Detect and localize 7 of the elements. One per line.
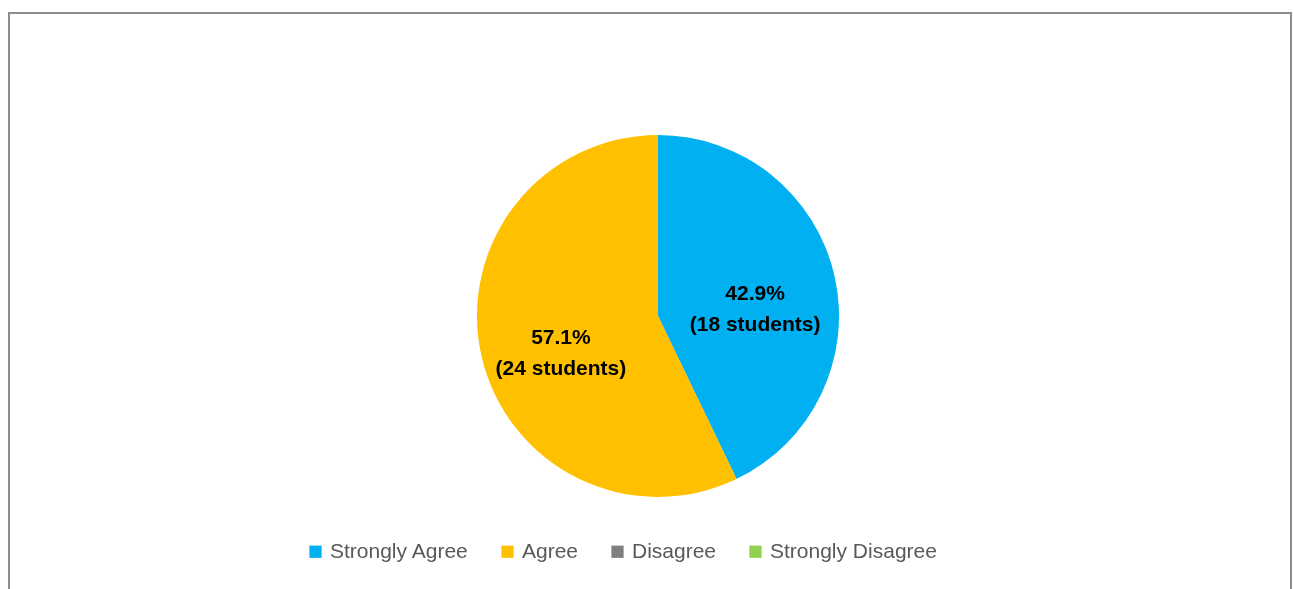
data-label: 57.1% (24 students) — [495, 325, 627, 380]
data-label: 42.9% (18 students) — [689, 280, 821, 335]
pie-slice — [658, 135, 839, 480]
legend-label: Agree — [522, 538, 579, 562]
legend-label: Disagree — [632, 538, 717, 562]
legend-label: Strongly Disagree — [770, 538, 937, 562]
legend-label: Strongly Agree — [330, 538, 468, 562]
